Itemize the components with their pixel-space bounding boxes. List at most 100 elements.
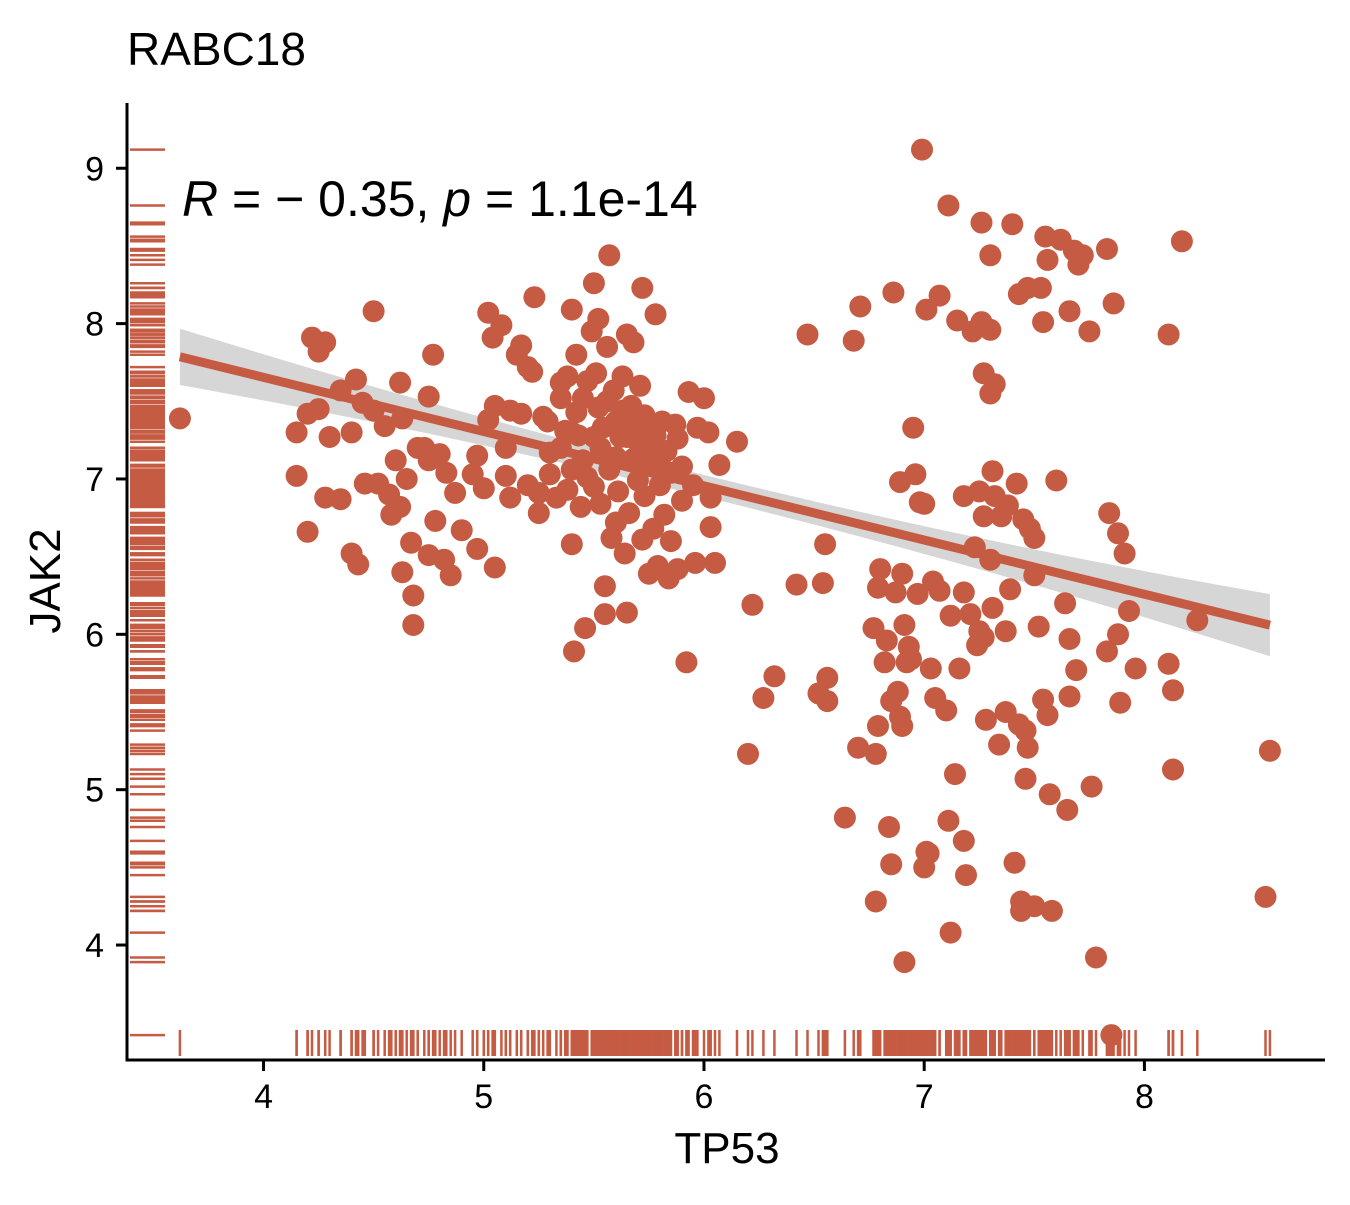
y-tick-label: 5	[85, 772, 104, 810]
data-point	[996, 494, 1019, 517]
data-point	[582, 272, 605, 295]
data-point	[659, 530, 682, 553]
x-tick-label: 4	[254, 1078, 273, 1116]
data-point	[560, 298, 583, 321]
data-point	[979, 244, 1002, 267]
data-point	[886, 680, 909, 703]
data-point	[490, 314, 513, 337]
data-point	[631, 276, 654, 299]
data-point	[893, 614, 916, 636]
data-point	[1254, 885, 1277, 908]
y-tick-label: 8	[85, 306, 104, 344]
p-symbol: p	[441, 171, 471, 227]
p-value-text: = 1.1e-14	[471, 171, 698, 227]
data-point	[1023, 895, 1046, 918]
data-point	[814, 533, 837, 556]
data-point	[285, 421, 308, 444]
data-point	[1023, 527, 1046, 549]
x-tick-label: 8	[1135, 1078, 1154, 1116]
data-point	[589, 492, 612, 515]
data-point	[1003, 851, 1026, 874]
data-point	[389, 371, 412, 394]
data-point	[737, 742, 759, 765]
data-point	[917, 842, 940, 865]
x-tick-label: 7	[915, 1078, 934, 1116]
data-point	[972, 505, 995, 528]
data-point	[428, 443, 451, 466]
data-point	[622, 331, 645, 354]
data-point	[666, 427, 689, 450]
data-point	[510, 402, 533, 425]
data-point	[424, 509, 447, 532]
data-points	[168, 138, 1281, 1047]
data-point	[699, 516, 722, 539]
data-point	[307, 398, 330, 421]
data-point	[556, 478, 579, 501]
data-point	[556, 365, 579, 388]
data-point	[510, 334, 533, 357]
regression-line-path	[178, 352, 1272, 630]
data-point	[833, 806, 856, 829]
data-point	[726, 430, 748, 453]
data-point	[919, 657, 942, 680]
data-point	[1045, 469, 1068, 492]
data-point	[538, 463, 561, 486]
data-point	[915, 298, 938, 321]
data-point	[329, 488, 352, 511]
data-point	[884, 581, 907, 604]
data-point	[913, 492, 936, 515]
data-point	[285, 464, 308, 487]
data-point	[708, 454, 731, 476]
data-point	[318, 426, 341, 448]
data-point	[1058, 300, 1081, 323]
data-point	[585, 362, 608, 385]
data-point	[763, 665, 786, 688]
data-point	[1058, 685, 1081, 708]
data-point	[439, 564, 462, 587]
data-point	[900, 648, 922, 671]
data-point	[741, 593, 764, 616]
data-point	[842, 329, 865, 352]
data-point	[875, 629, 898, 652]
r-value-text: = − 0.35,	[218, 171, 443, 227]
data-point	[395, 468, 418, 490]
data-point	[373, 415, 396, 438]
data-point	[168, 407, 191, 430]
data-point	[959, 603, 982, 626]
data-point	[574, 617, 597, 640]
data-point	[979, 318, 1002, 341]
data-point	[494, 464, 517, 487]
data-point	[1113, 542, 1136, 565]
data-point	[906, 582, 929, 605]
data-point	[644, 303, 667, 326]
data-point	[593, 575, 616, 598]
data-point	[704, 551, 726, 574]
data-point	[891, 715, 914, 737]
data-point	[974, 708, 997, 731]
y-tick-label: 9	[85, 150, 104, 188]
data-point	[1065, 659, 1088, 682]
data-point	[1038, 783, 1061, 806]
x-axis-label: TP53	[674, 1124, 779, 1173]
data-point	[417, 385, 440, 408]
data-point	[314, 331, 337, 354]
x-axis-ticks: 4 5 6 7 8	[254, 1061, 1154, 1116]
data-point	[671, 455, 693, 478]
x-rug	[178, 1030, 1272, 1056]
data-point	[521, 360, 544, 383]
data-point	[939, 604, 962, 627]
data-point	[1118, 600, 1140, 622]
data-point	[633, 485, 656, 508]
data-point	[549, 387, 572, 410]
x-tick-label: 6	[695, 1078, 714, 1116]
data-point	[536, 410, 559, 433]
data-point	[693, 387, 715, 410]
data-point	[450, 519, 473, 542]
data-point	[811, 572, 834, 595]
data-point	[563, 640, 585, 663]
data-point	[1109, 691, 1132, 714]
data-point	[527, 502, 550, 525]
correlation-annotation: R = − 0.35, p = 1.1e-14	[182, 171, 698, 227]
data-point	[1036, 704, 1059, 727]
